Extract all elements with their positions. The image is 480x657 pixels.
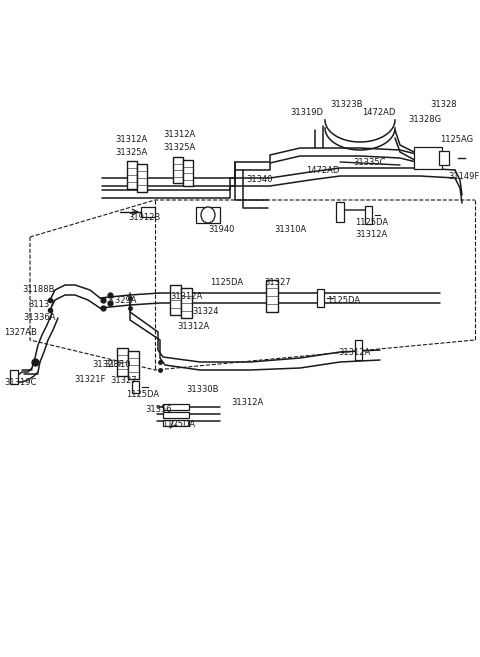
- Bar: [439, 151, 449, 165]
- Bar: [163, 404, 189, 410]
- Text: 31324: 31324: [192, 307, 218, 316]
- Bar: [117, 348, 128, 376]
- Text: 31327: 31327: [110, 376, 137, 385]
- Bar: [316, 289, 324, 307]
- Text: 1125DA: 1125DA: [126, 390, 159, 399]
- Text: 1125DA: 1125DA: [162, 420, 195, 429]
- Text: 31328G: 31328G: [408, 115, 441, 124]
- Bar: [128, 351, 139, 379]
- Bar: [414, 147, 442, 169]
- Ellipse shape: [201, 207, 215, 223]
- Bar: [196, 207, 220, 223]
- Text: 31312A: 31312A: [338, 348, 370, 357]
- Bar: [364, 206, 372, 224]
- Bar: [169, 285, 180, 315]
- Bar: [132, 381, 139, 393]
- Bar: [355, 340, 361, 360]
- Text: 31188B: 31188B: [22, 285, 55, 294]
- Bar: [183, 160, 193, 186]
- Text: 31356: 31356: [145, 405, 172, 414]
- Text: 1472AD: 1472AD: [306, 166, 339, 175]
- Text: 31336A: 31336A: [23, 313, 56, 322]
- Text: 31335C: 31335C: [353, 158, 385, 167]
- Text: 31137: 31137: [28, 300, 55, 309]
- Text: 31312A: 31312A: [115, 135, 147, 144]
- Text: 31325A: 31325A: [115, 148, 147, 157]
- Text: 31940: 31940: [208, 225, 234, 234]
- Text: 31312A: 31312A: [170, 292, 202, 301]
- Bar: [137, 164, 147, 192]
- Text: 31312A: 31312A: [163, 130, 195, 139]
- Text: 31321F: 31321F: [74, 375, 106, 384]
- Text: 31340: 31340: [246, 175, 273, 184]
- Bar: [10, 370, 18, 384]
- Bar: [127, 161, 137, 189]
- Bar: [163, 412, 189, 418]
- Text: 1125DA: 1125DA: [210, 278, 243, 287]
- Text: 31330B: 31330B: [186, 385, 218, 394]
- Text: 31327: 31327: [264, 278, 290, 287]
- Text: 31312A: 31312A: [177, 322, 209, 331]
- Bar: [163, 420, 189, 426]
- Text: 31323B: 31323B: [330, 100, 362, 109]
- Text: 31149F: 31149F: [448, 172, 479, 181]
- Bar: [266, 280, 278, 312]
- Text: 31312A: 31312A: [355, 230, 387, 239]
- Text: 1125DA: 1125DA: [355, 218, 388, 227]
- Text: 31325A: 31325A: [163, 143, 195, 152]
- Text: 31319C: 31319C: [4, 378, 36, 387]
- Text: 31912B: 31912B: [128, 213, 160, 222]
- Bar: [336, 202, 344, 222]
- Text: 1472AD: 1472AD: [362, 108, 396, 117]
- Bar: [180, 288, 192, 318]
- Bar: [173, 157, 183, 183]
- Text: 1125DA: 1125DA: [327, 296, 360, 305]
- Text: 31310: 31310: [104, 360, 131, 369]
- Text: 31328F: 31328F: [92, 360, 123, 369]
- Text: 3’329A: 3’329A: [107, 296, 136, 305]
- Text: 31310A: 31310A: [274, 225, 306, 234]
- Text: 31312A: 31312A: [231, 398, 263, 407]
- Bar: [141, 207, 155, 217]
- Text: 31328: 31328: [430, 100, 456, 109]
- Text: 1125AG: 1125AG: [440, 135, 473, 144]
- Text: 31319D: 31319D: [290, 108, 323, 117]
- Text: 1327AB: 1327AB: [4, 328, 37, 337]
